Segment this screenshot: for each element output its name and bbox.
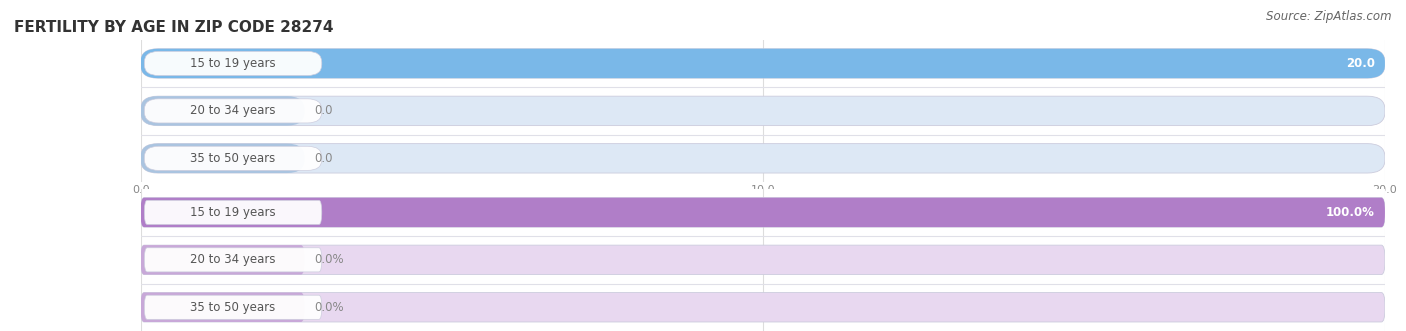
Text: FERTILITY BY AGE IN ZIP CODE 28274: FERTILITY BY AGE IN ZIP CODE 28274: [14, 20, 333, 35]
FancyBboxPatch shape: [141, 245, 1385, 274]
Text: 15 to 19 years: 15 to 19 years: [190, 206, 276, 219]
Text: 0.0%: 0.0%: [315, 253, 344, 266]
FancyBboxPatch shape: [141, 245, 305, 274]
Text: 35 to 50 years: 35 to 50 years: [190, 152, 276, 165]
Text: 15 to 19 years: 15 to 19 years: [190, 57, 276, 70]
Text: 35 to 50 years: 35 to 50 years: [190, 301, 276, 314]
Text: 20 to 34 years: 20 to 34 years: [190, 104, 276, 118]
Text: 100.0%: 100.0%: [1326, 206, 1375, 219]
FancyBboxPatch shape: [141, 293, 305, 322]
FancyBboxPatch shape: [145, 99, 322, 123]
FancyBboxPatch shape: [141, 96, 1385, 125]
FancyBboxPatch shape: [145, 146, 322, 170]
Text: 0.0: 0.0: [315, 152, 333, 165]
FancyBboxPatch shape: [141, 49, 1385, 78]
FancyBboxPatch shape: [141, 144, 305, 173]
Text: Source: ZipAtlas.com: Source: ZipAtlas.com: [1267, 10, 1392, 23]
Text: 20 to 34 years: 20 to 34 years: [190, 253, 276, 266]
FancyBboxPatch shape: [145, 295, 322, 319]
FancyBboxPatch shape: [145, 248, 322, 272]
Text: 0.0%: 0.0%: [315, 301, 344, 314]
FancyBboxPatch shape: [141, 144, 1385, 173]
FancyBboxPatch shape: [141, 198, 1385, 227]
FancyBboxPatch shape: [145, 200, 322, 224]
FancyBboxPatch shape: [141, 49, 1385, 78]
Text: 20.0: 20.0: [1346, 57, 1375, 70]
FancyBboxPatch shape: [141, 198, 1385, 227]
Text: 0.0: 0.0: [315, 104, 333, 118]
FancyBboxPatch shape: [145, 51, 322, 75]
FancyBboxPatch shape: [141, 293, 1385, 322]
FancyBboxPatch shape: [141, 96, 305, 125]
